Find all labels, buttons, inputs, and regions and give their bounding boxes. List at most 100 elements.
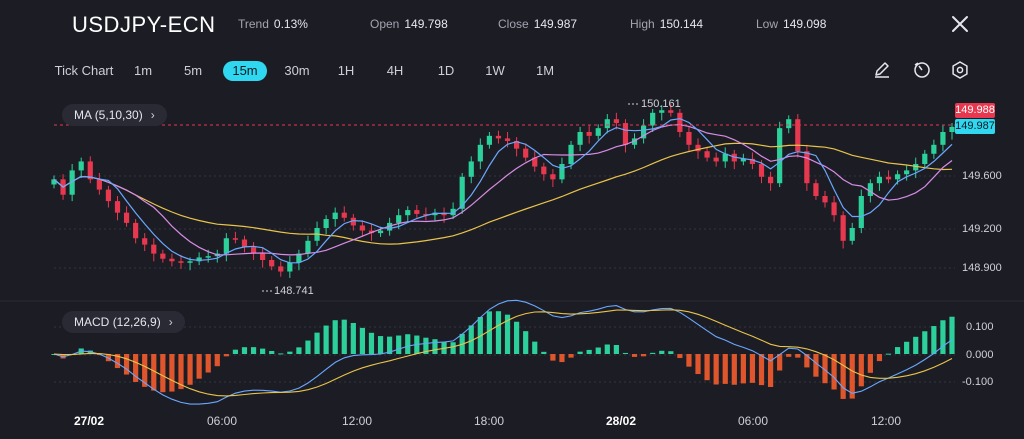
macd-histogram-bar	[749, 354, 756, 383]
macd-histogram-bar	[885, 353, 892, 355]
timer-icon[interactable]	[912, 60, 932, 80]
macd-histogram-bar	[704, 354, 710, 381]
macd-histogram-bar	[922, 331, 928, 354]
close-icon[interactable]	[948, 12, 972, 36]
candle-body	[858, 196, 864, 228]
candle-body	[532, 157, 538, 167]
macd-indicator-pill[interactable]: MACD (12,26,9) ›	[62, 311, 185, 333]
candle-body	[514, 140, 520, 149]
settings-icon[interactable]	[950, 60, 970, 80]
macd-histogram-bar	[777, 354, 783, 371]
candle-body	[640, 125, 647, 139]
high-marker-label: 150.161	[641, 98, 681, 110]
macd-histogram-bar	[523, 331, 529, 354]
macd-histogram-bar	[495, 311, 502, 354]
candle-body	[668, 110, 674, 113]
timeframe-1m[interactable]: 1m	[133, 63, 153, 78]
macd-histogram-bar	[269, 350, 275, 354]
timeframe-1h[interactable]: 1H	[337, 63, 355, 78]
last-price-tag-red: 149.988	[955, 103, 995, 118]
candle-body	[205, 256, 211, 258]
candle-body	[459, 176, 465, 209]
macd-histogram-bar	[350, 322, 356, 354]
candle-body	[913, 164, 919, 171]
stat-high: High 150.144	[630, 17, 704, 31]
candle-body	[767, 176, 774, 184]
candle-body	[187, 261, 193, 263]
timeframe-1month[interactable]: 1M	[535, 63, 555, 78]
candle-body	[604, 119, 610, 129]
candle-body	[396, 215, 402, 223]
macd-histogram-bar	[786, 354, 792, 357]
candle-body	[51, 179, 57, 185]
low-marker-label: 148.741	[274, 285, 314, 297]
timeframe-1d[interactable]: 1D	[437, 63, 455, 78]
last-price-tag-cyan: 149.987	[955, 119, 995, 134]
macd-histogram-bar	[559, 354, 565, 363]
candle-body	[822, 196, 828, 203]
candle-body	[196, 257, 202, 262]
macd-histogram-bar	[486, 311, 492, 354]
macd-histogram-bar	[949, 316, 955, 354]
macd-histogram-bar	[332, 320, 338, 354]
macd-histogram-bar	[296, 347, 302, 354]
macd-histogram-bar	[595, 347, 601, 354]
candle-body	[87, 161, 93, 180]
candle-body	[613, 119, 619, 124]
macd-histogram-bar	[677, 354, 683, 359]
candle-body	[786, 119, 792, 129]
pencil-icon[interactable]	[872, 60, 892, 80]
candle-body	[713, 157, 719, 162]
time-label: 18:00	[474, 414, 505, 428]
candle-body	[414, 210, 420, 214]
candle-body	[232, 238, 239, 240]
time-label: 12:00	[342, 414, 373, 428]
date-label: 27/02	[74, 414, 105, 428]
macd-histogram-bar	[123, 354, 130, 375]
candle-body	[495, 135, 502, 139]
macd-histogram-bar	[450, 342, 456, 354]
macd-line	[53, 299, 953, 405]
timeframe-5m[interactable]: 5m	[183, 63, 203, 78]
candle-body	[350, 217, 356, 226]
candle-body	[523, 148, 529, 158]
macd-histogram-bar	[196, 354, 202, 379]
macd-histogram-bar	[214, 354, 220, 367]
candle-body	[541, 166, 547, 175]
tick-chart-button[interactable]: Tick Chart	[54, 63, 114, 78]
macd-histogram-bar	[577, 351, 583, 354]
macd-histogram-bar	[876, 354, 883, 362]
macd-histogram-bar	[223, 354, 229, 357]
macd-axis-label: 0.000	[966, 349, 994, 361]
signal-line	[53, 309, 953, 397]
stat-low: Low 149.098	[756, 17, 827, 31]
candle-body	[595, 128, 601, 136]
price-axis-label: 149.200	[962, 223, 1002, 235]
timeframe-1w[interactable]: 1W	[485, 63, 505, 78]
macd-histogram-bar	[314, 332, 320, 354]
candle-body	[804, 151, 810, 184]
macd-histogram-bar	[722, 354, 728, 384]
candle-body	[704, 151, 710, 158]
macd-histogram-bar	[405, 334, 411, 354]
timeframe-15m[interactable]: 15m	[223, 61, 267, 81]
candle-body	[659, 110, 665, 113]
macd-histogram-bar	[532, 341, 538, 354]
macd-histogram-bar	[250, 347, 257, 354]
candle-body	[96, 179, 102, 190]
macd-histogram-bar	[541, 351, 547, 354]
candle-body	[904, 170, 910, 175]
ma-indicator-pill[interactable]: MA (5,10,30) ›	[62, 104, 167, 126]
candle-body	[359, 225, 366, 231]
macd-histogram-bar	[387, 336, 393, 354]
timeframe-30m[interactable]: 30m	[284, 63, 310, 78]
macd-histogram-bar	[740, 354, 746, 384]
macd-histogram-bar	[341, 319, 347, 354]
candle-body	[423, 213, 429, 216]
candle-body	[123, 212, 130, 223]
candle-body	[931, 144, 937, 154]
candle-body	[296, 253, 302, 263]
timeframe-4h[interactable]: 4H	[386, 63, 404, 78]
macd-histogram-bar	[160, 354, 166, 393]
